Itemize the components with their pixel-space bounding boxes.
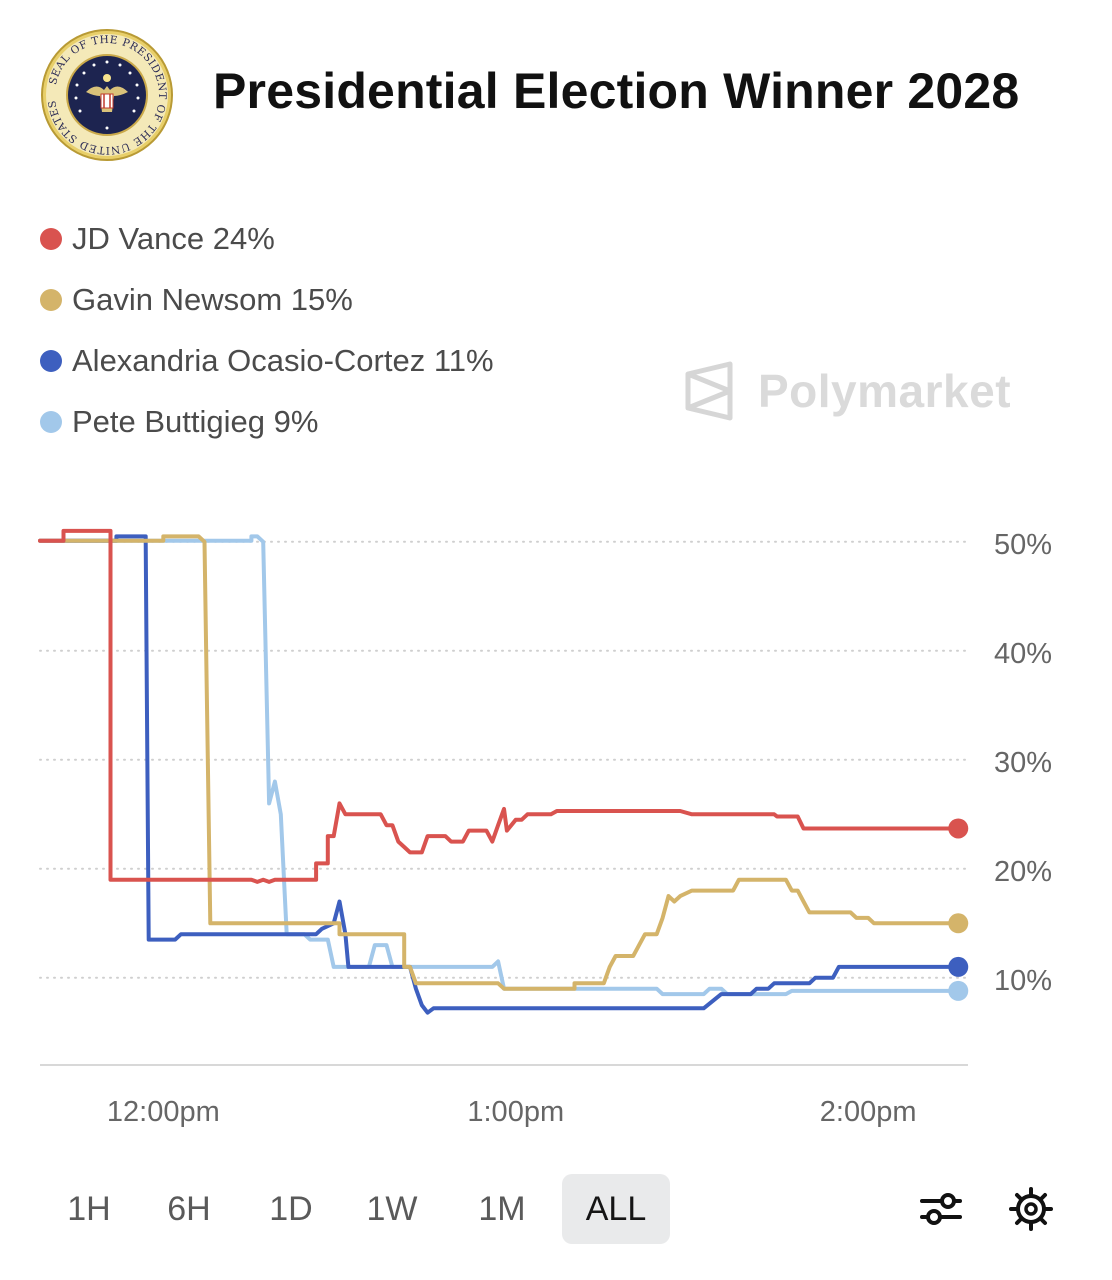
- y-tick-label: 10%: [994, 965, 1052, 997]
- legend-dot: [40, 288, 62, 311]
- legend: JD Vance 24% Gavin Newsom 15% Alexandria…: [40, 208, 494, 452]
- range-tab-all[interactable]: ALL: [562, 1174, 670, 1244]
- x-tick-label: 12:00pm: [107, 1096, 220, 1128]
- legend-label: Alexandria Ocasio-Cortez 11%: [72, 342, 494, 378]
- presidential-seal-icon: SEAL OF THE PRESIDENT OF THE UNITED STAT…: [41, 29, 173, 161]
- series-line-jd-vance: [38, 528, 959, 884]
- series-line-gavin-newsom: [38, 534, 959, 991]
- page-title: Presidential Election Winner 2028: [213, 63, 1020, 119]
- series-line-pete-buttigieg: [38, 534, 959, 997]
- x-tick-label: 1:00pm: [467, 1096, 564, 1128]
- y-tick-label: 30%: [994, 747, 1052, 779]
- legend-item-vance: JD Vance 24%: [40, 208, 494, 269]
- range-tab-1d[interactable]: 1D: [269, 1189, 313, 1228]
- watermark-label: Polymarket: [758, 365, 1012, 417]
- range-tab-1w[interactable]: 1W: [366, 1189, 418, 1228]
- time-range-tabs: 1H 6H 1D 1W 1M ALL: [52, 1174, 670, 1244]
- polymarket-logo-icon: [685, 361, 733, 421]
- series-line-alexandria-ocasio-cortez: [38, 534, 959, 1015]
- legend-label: Pete Buttigieg 9%: [72, 403, 319, 439]
- y-tick-label: 40%: [994, 638, 1052, 670]
- endpoint-dot-alexandria-ocasio-cortez: [948, 956, 969, 977]
- sliders-icon[interactable]: [918, 1186, 964, 1232]
- polymarket-watermark: Polymarket: [684, 360, 1011, 422]
- y-tick-label: 50%: [994, 529, 1052, 561]
- legend-dot: [40, 349, 62, 372]
- legend-item-ocasio-cortez: Alexandria Ocasio-Cortez 11%: [40, 330, 494, 391]
- legend-item-newsom: Gavin Newsom 15%: [40, 269, 494, 330]
- legend-dot: [40, 227, 62, 250]
- endpoint-dot-pete-buttigieg: [948, 980, 969, 1001]
- endpoint-dot-jd-vance: [948, 818, 969, 839]
- range-tab-1h[interactable]: 1H: [67, 1189, 111, 1228]
- range-tab-6h[interactable]: 6H: [167, 1189, 211, 1228]
- price-history-chart[interactable]: 10% 20% 30% 40% 50% 12:00pm 1:00pm 2:00pm: [0, 520, 1112, 1150]
- endpoint-dot-gavin-newsom: [948, 913, 969, 934]
- legend-item-buttigieg: Pete Buttigieg 9%: [40, 391, 494, 452]
- gear-icon[interactable]: [1008, 1186, 1054, 1232]
- y-tick-label: 20%: [994, 856, 1052, 888]
- range-tab-1m[interactable]: 1M: [478, 1189, 526, 1228]
- legend-label: JD Vance 24%: [72, 220, 275, 256]
- legend-label: Gavin Newsom 15%: [72, 281, 353, 317]
- legend-dot: [40, 410, 62, 433]
- x-tick-label: 2:00pm: [820, 1096, 917, 1128]
